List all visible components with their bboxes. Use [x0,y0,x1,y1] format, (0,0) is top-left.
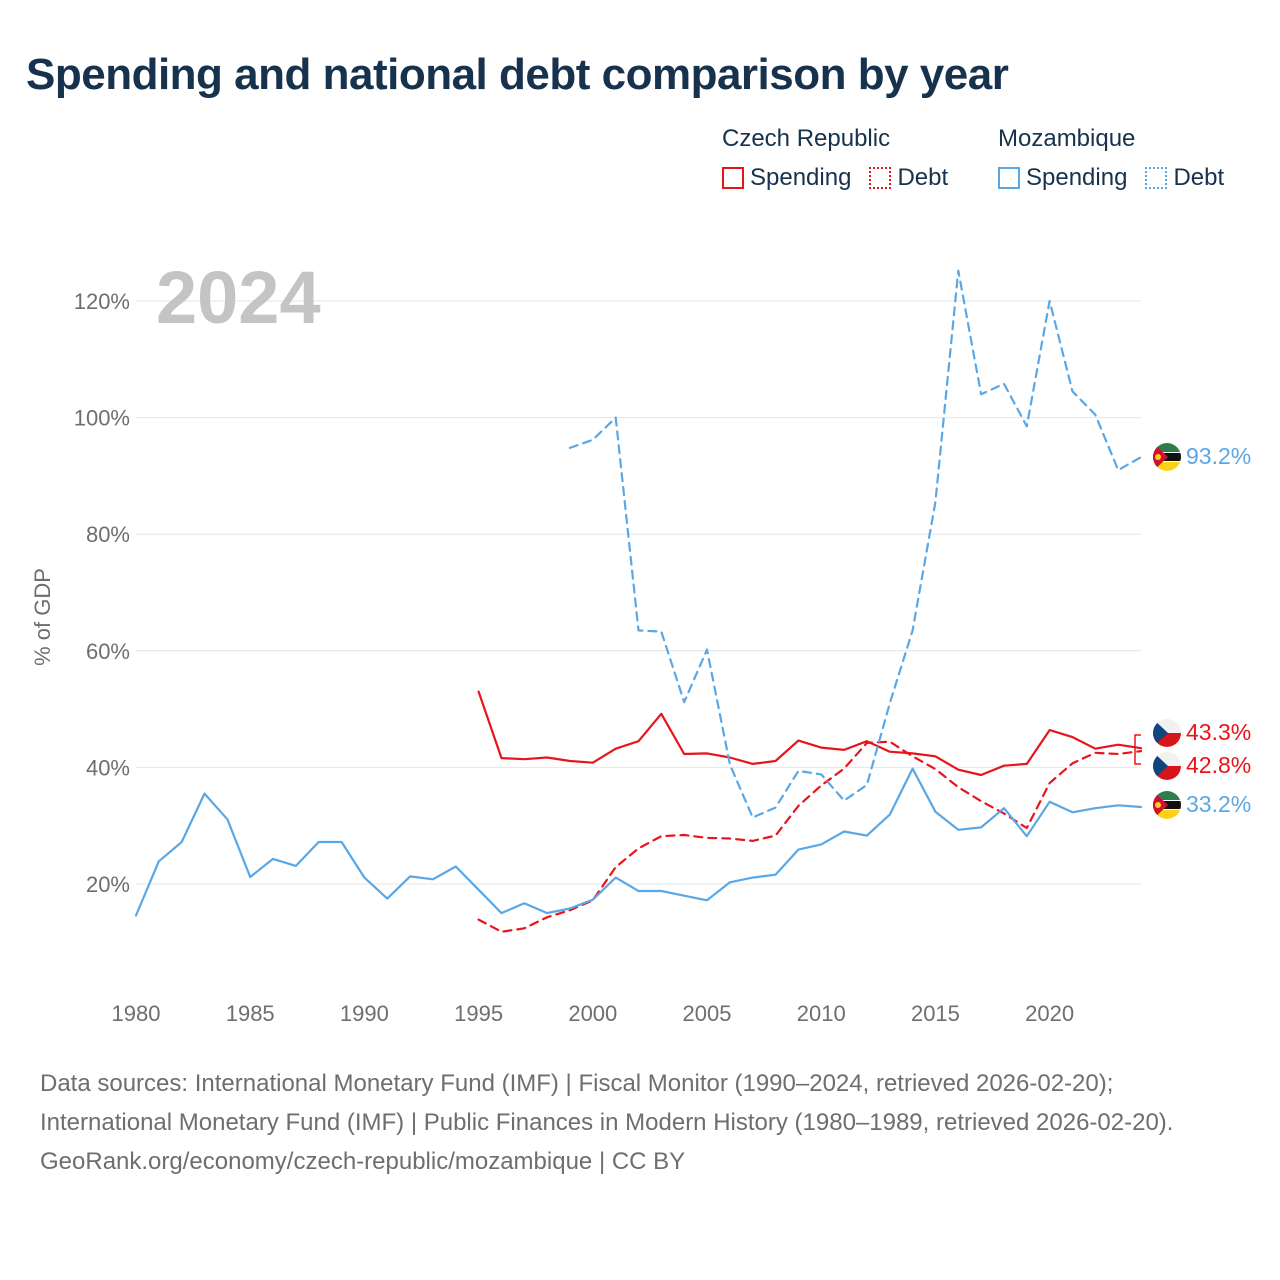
series-line-mozambique-spending[interactable] [134,767,1143,917]
x-tick-label: 2010 [797,1001,846,1026]
y-tick-label: 40% [86,755,130,780]
end-label-czech-debt: 42.8% [1186,752,1251,778]
data-sources: Data sources: International Monetary Fun… [40,1070,1174,1136]
legend-label: Debt [897,164,949,191]
legend-group-mozambique: Mozambique Spending Debt [998,122,1224,192]
legend-group-czech-republic: Czech Republic Spending Debt [722,122,948,192]
x-tick-label: 2000 [568,1001,617,1026]
x-tick-label: 2015 [911,1001,960,1026]
x-tick-label: 1980 [112,1001,161,1026]
y-axis-label: % of GDP [30,568,55,666]
legend-mozambique-debt[interactable]: Debt [1145,164,1224,192]
line-chart: 20% 40% 60% 80% 100% 120% 1980 1985 1990 1995 200… [30,256,1251,1026]
x-axis: 1980 1985 1990 1995 2000 2005 2010 2015 2020 [112,1001,1075,1026]
legend-swatch-solid [722,167,744,189]
x-tick-label: 1995 [454,1001,503,1026]
y-tick-label: 120% [74,289,130,314]
czech-flag-icon [1153,719,1181,747]
y-axis: 20% 40% 60% 80% 100% 120% [74,289,130,897]
legend-swatch-solid [998,167,1020,189]
end-label-mozambique-spending: 33.2% [1186,791,1251,817]
end-label-mozambique-debt: 93.2% [1186,443,1251,469]
legend-label: Debt [1173,164,1225,191]
y-tick-label: 20% [86,872,130,897]
series-layer [134,269,1143,933]
series-line-czech-republic-debt[interactable] [477,740,1143,933]
legend-swatch-dotted [1145,167,1168,189]
chart-title: Spending and national debt comparison by… [26,50,1009,99]
x-tick-label: 1990 [340,1001,389,1026]
x-tick-label: 2020 [1025,1001,1074,1026]
series-line-mozambique-debt[interactable] [568,269,1143,819]
series-line-czech-republic-spending[interactable] [477,690,1143,777]
czech-flag-icon [1153,752,1181,780]
legend-czech-debt[interactable]: Debt [869,164,948,192]
x-tick-label: 2005 [683,1001,732,1026]
mozambique-flag-icon [1153,791,1181,819]
label-bracket [1134,734,1141,765]
credit-link[interactable]: GeoRank.org/economy/czech-republic/mozam… [40,1148,686,1175]
y-tick-label: 80% [86,522,130,547]
legend-group-name: Czech Republic [722,125,891,152]
end-label-czech-spending: 43.3% [1186,719,1251,745]
year-watermark: 2024 [156,256,321,339]
legend-label: Spending [1026,164,1128,191]
y-tick-label: 100% [74,406,130,431]
legend-label: Spending [750,164,852,191]
legend-group-name: Mozambique [998,125,1136,152]
footer: Data sources: International Monetary Fun… [40,1064,1240,1181]
gridlines [136,300,1141,885]
mozambique-flag-icon [1153,443,1181,471]
legend-czech-spending[interactable]: Spending [722,164,851,192]
legend-swatch-dotted [869,167,892,189]
y-tick-label: 60% [86,639,130,664]
x-tick-label: 1985 [226,1001,275,1026]
legend-mozambique-spending[interactable]: Spending [998,164,1127,192]
